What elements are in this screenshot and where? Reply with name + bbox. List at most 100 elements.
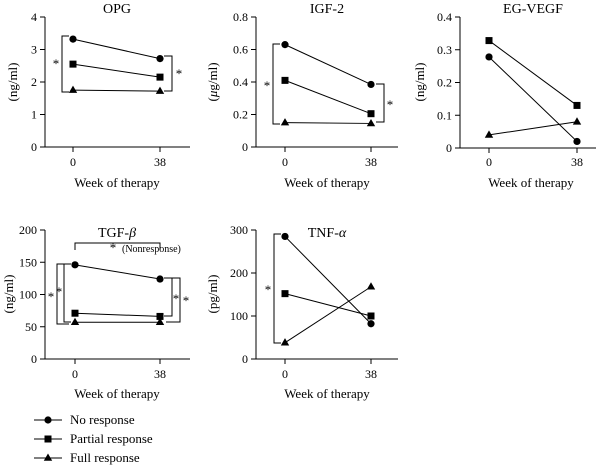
significance-mark: * — [387, 97, 394, 112]
y-tick-label: 50 — [25, 320, 37, 334]
data-point-circle — [69, 35, 77, 43]
plot-area — [68, 35, 165, 94]
legend-label: No response — [70, 412, 135, 427]
data-point-circle — [281, 232, 289, 241]
significance-mark: * — [56, 284, 63, 299]
y-tick-label: 0.2 — [437, 76, 452, 90]
series-line — [74, 264, 161, 280]
y-tick-label: 0.4 — [233, 75, 248, 89]
y-tick-label: 300 — [230, 223, 248, 237]
y-tick-label: 0.8 — [233, 10, 248, 24]
y-axis-label: (μg/ml) — [205, 62, 220, 101]
y-tick-label: 0 — [242, 352, 248, 366]
series-line — [488, 121, 578, 136]
legend-label: Full response — [70, 450, 140, 465]
y-tick-label: 1 — [31, 108, 37, 122]
significance-mark: * — [264, 78, 271, 93]
chart-title: TNF-α — [308, 226, 347, 241]
data-point-square — [69, 60, 77, 68]
x-ticks: 0 38 — [72, 359, 166, 381]
significance-mark: * — [265, 282, 272, 297]
plot-area — [70, 261, 165, 326]
data-point-triangle — [68, 85, 78, 93]
y-tick-label: 3 — [31, 43, 37, 57]
series-line — [284, 286, 372, 344]
x-tick-label: 38 — [365, 367, 377, 381]
x-axis-label: Week of therapy — [284, 386, 370, 401]
x-tick-label: 0 — [70, 155, 76, 169]
data-point-square — [367, 312, 375, 320]
data-point-circle — [71, 261, 79, 269]
x-ticks: 0 38 — [486, 148, 583, 169]
series-line — [72, 63, 161, 78]
x-tick-label: 0 — [282, 155, 288, 169]
x-tick-label: 38 — [571, 155, 583, 169]
y-axis-label: (ng/ml) — [1, 275, 16, 314]
chart-title: EG-VEGF — [503, 2, 563, 17]
y-tick-label: 200 — [230, 266, 248, 280]
y-tick-label: 100 — [19, 288, 37, 302]
x-tick-label: 0 — [486, 155, 492, 169]
y-ticks: 0 0.2 0.4 0.6 0.8 — [233, 10, 256, 154]
series-line — [284, 44, 372, 85]
data-point-triangle — [366, 282, 376, 290]
data-point-square — [485, 37, 493, 45]
data-point-triangle — [155, 317, 165, 326]
y-axis-label: (ng/ml) — [412, 63, 427, 102]
x-axis-label: Week of therapy — [488, 175, 574, 190]
chart-title: TGF-β — [98, 226, 136, 241]
data-point-circle — [156, 55, 164, 63]
data-point-square — [573, 101, 581, 109]
data-point-square — [367, 110, 375, 118]
series-line — [284, 79, 372, 115]
data-point-triangle — [366, 118, 376, 127]
y-tick-label: 100 — [230, 309, 248, 323]
y-ticks: 0 1 2 3 4 — [31, 10, 45, 154]
series-line — [488, 56, 578, 142]
plot-area — [484, 37, 582, 146]
significance-mark: * — [183, 293, 190, 308]
x-ticks: 0 38 — [282, 359, 377, 381]
legend-item-partial-response: Partial response — [34, 431, 153, 446]
x-tick-label: 38 — [365, 155, 377, 169]
y-tick-label: 200 — [19, 223, 37, 237]
chart-tgf-beta: TGF-β 0 50 100 150 200 0 38 Week of ther… — [1, 223, 190, 401]
data-point-triangle — [572, 117, 582, 125]
data-point-circle — [156, 275, 164, 283]
data-point-square — [71, 309, 79, 317]
y-tick-label: 0.2 — [233, 108, 248, 122]
legend-label: Partial response — [70, 431, 153, 446]
significance-mark: * — [48, 289, 55, 304]
data-point-triangle — [280, 118, 290, 126]
significance-brackets: * * — [264, 43, 394, 125]
circle-marker-icon — [44, 416, 52, 424]
series-line — [284, 236, 372, 325]
y-tick-label: 2 — [31, 75, 37, 89]
legend-item-no-response: No response — [34, 412, 135, 427]
significance-mark: * — [110, 240, 117, 255]
series-line — [74, 312, 161, 317]
data-point-triangle — [484, 130, 494, 138]
x-axis-label: Week of therapy — [74, 175, 160, 190]
series-line — [488, 40, 578, 106]
x-ticks: 0 38 — [282, 147, 377, 169]
data-point-circle — [367, 80, 375, 89]
y-tick-label: 4 — [31, 10, 37, 24]
data-point-square — [281, 290, 289, 298]
x-tick-label: 0 — [72, 367, 78, 381]
legend: No response Partial response Full respon… — [34, 412, 153, 465]
significance-mark: * — [173, 291, 180, 306]
chart-title: OPG — [103, 2, 131, 17]
significance-mark: * — [176, 66, 183, 81]
y-axis-label: (ng/ml) — [5, 63, 20, 102]
y-tick-label: 0.4 — [437, 10, 452, 24]
y-tick-label: 0 — [242, 140, 248, 154]
y-tick-label: 0 — [31, 352, 37, 366]
x-tick-label: 38 — [154, 155, 166, 169]
significance-note: (Nonresponse) — [122, 244, 181, 255]
y-tick-label: 150 — [19, 255, 37, 269]
y-tick-label: 0 — [446, 141, 452, 155]
chart-tnf-alpha: TNF-α 0 100 200 300 0 38 Week of therapy… — [205, 223, 398, 401]
y-ticks: 0 50 100 150 200 — [19, 223, 45, 366]
